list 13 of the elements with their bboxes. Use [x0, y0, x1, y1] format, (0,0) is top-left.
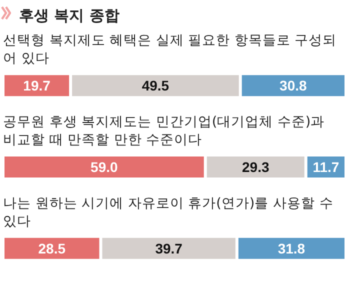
- data-label: 31.8: [278, 240, 306, 256]
- y-tick-label: 선택형 복지제도 혜택은 실제 필요한 항목들로 구성되어 있다: [3, 32, 337, 67]
- data-label: 11.7: [312, 159, 340, 175]
- data-label: 28.5: [38, 240, 66, 256]
- chart-title: 후생 복지 종합: [19, 6, 120, 24]
- y-tick-label: 나는 원하는 시기에 자유로이 휴가(연가)를 사용할 수 있다: [3, 195, 338, 230]
- data-label: 19.7: [23, 78, 51, 94]
- data-label: 30.8: [280, 78, 308, 94]
- data-label: 59.0: [90, 159, 118, 175]
- data-label: 49.5: [142, 78, 170, 94]
- y-tick-label: 공무원 후생 복지제도는 민간기업(대기업체 수준)과 비교할 때 만족할 만한 수준이다: [3, 114, 329, 148]
- data-label: 29.3: [242, 159, 270, 175]
- data-label: 39.7: [155, 240, 183, 256]
